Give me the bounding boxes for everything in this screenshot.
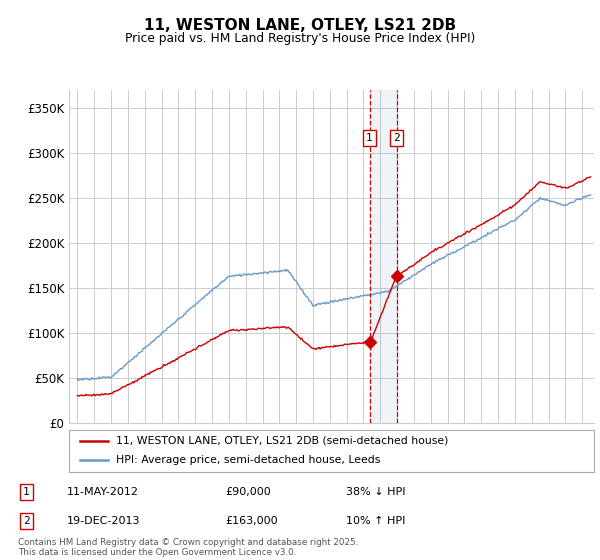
Bar: [370, 90, 397, 423]
Text: £163,000: £163,000: [225, 516, 278, 526]
Text: Contains HM Land Registry data © Crown copyright and database right 2025.
This d: Contains HM Land Registry data © Crown c…: [18, 538, 358, 557]
Text: 10% ↑ HPI: 10% ↑ HPI: [346, 516, 406, 526]
Text: 1: 1: [366, 133, 373, 143]
Text: £90,000: £90,000: [225, 487, 271, 497]
Text: HPI: Average price, semi-detached house, Leeds: HPI: Average price, semi-detached house,…: [116, 455, 380, 465]
Text: 38% ↓ HPI: 38% ↓ HPI: [346, 487, 406, 497]
Text: 11, WESTON LANE, OTLEY, LS21 2DB (semi-detached house): 11, WESTON LANE, OTLEY, LS21 2DB (semi-d…: [116, 436, 449, 446]
Text: Price paid vs. HM Land Registry's House Price Index (HPI): Price paid vs. HM Land Registry's House …: [125, 32, 475, 45]
Text: 2: 2: [393, 133, 400, 143]
Text: 11-MAY-2012: 11-MAY-2012: [67, 487, 139, 497]
Text: 2: 2: [23, 516, 30, 526]
Text: 1: 1: [23, 487, 30, 497]
Text: 19-DEC-2013: 19-DEC-2013: [67, 516, 140, 526]
Text: 11, WESTON LANE, OTLEY, LS21 2DB: 11, WESTON LANE, OTLEY, LS21 2DB: [144, 18, 456, 33]
